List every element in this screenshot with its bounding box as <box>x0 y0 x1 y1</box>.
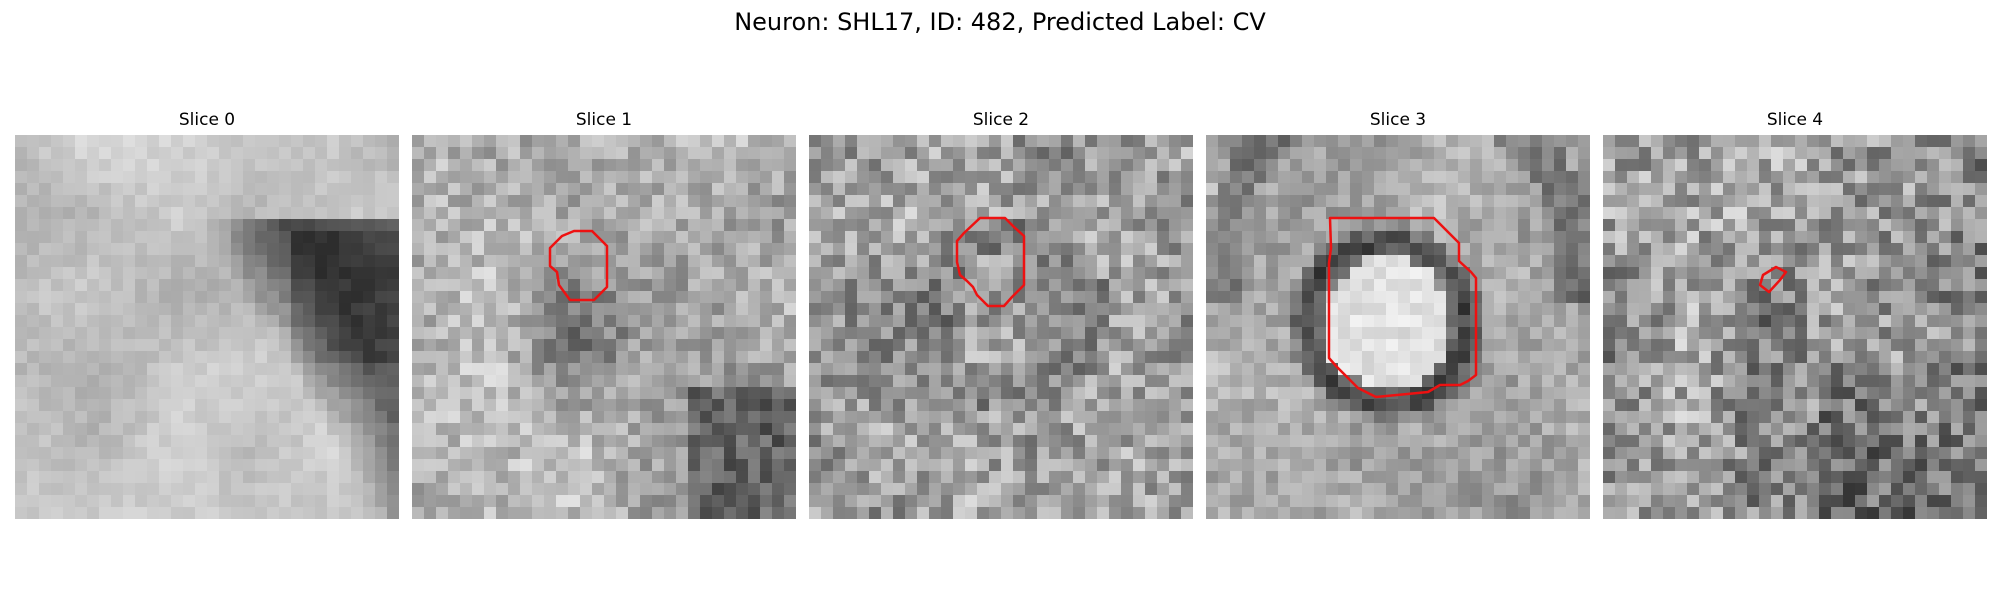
segmentation-contour <box>548 229 609 302</box>
slice-title-4: Slice 4 <box>1766 110 1824 130</box>
slice-image-3 <box>1206 135 1590 519</box>
pixel-grid <box>809 135 1193 519</box>
pixel-grid <box>412 135 796 519</box>
segmentation-contour <box>1327 216 1478 399</box>
pixel-grid <box>15 135 399 519</box>
slice-title-3: Slice 3 <box>1369 110 1427 130</box>
slice-image-2-svg <box>809 135 1193 519</box>
slice-image-1 <box>412 135 796 519</box>
slice-image-0-svg <box>15 135 399 519</box>
slice-image-0 <box>15 135 399 519</box>
slice-title-2: Slice 2 <box>972 110 1030 130</box>
slice-title-1: Slice 1 <box>575 110 633 130</box>
segmentation-contour <box>1758 265 1788 294</box>
slice-image-2 <box>809 135 1193 519</box>
figure-title: Neuron: SHL17, ID: 482, Predicted Label:… <box>734 8 1266 36</box>
slice-image-4 <box>1603 135 1987 519</box>
pixel-grid <box>1206 135 1590 519</box>
slice-image-1-svg <box>412 135 796 519</box>
slice-title-0: Slice 0 <box>178 110 236 130</box>
slice-image-4-svg <box>1603 135 1987 519</box>
pixel-grid <box>1603 135 1987 519</box>
slice-image-3-svg <box>1206 135 1590 519</box>
segmentation-contour <box>955 216 1026 308</box>
